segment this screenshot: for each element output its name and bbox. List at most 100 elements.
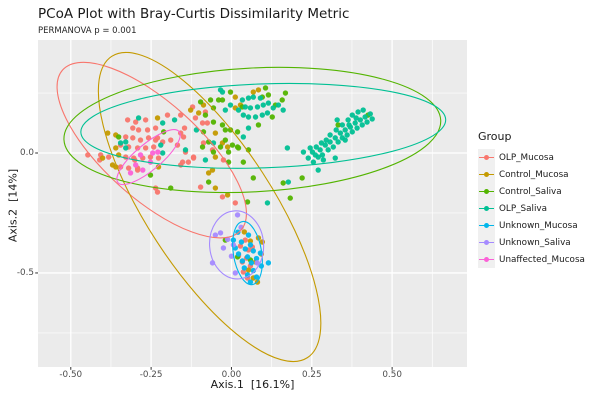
data-point-OLP_Mucosa [181,125,188,131]
data-point-OLP_Saliva [337,130,344,136]
data-point-OLP_Saliva [367,111,373,117]
data-point-OLP_Mucosa [123,134,129,140]
data-point-OLP_Saliva [364,119,370,125]
legend-key-dot [483,205,490,212]
data-point-Control_Mucosa [99,155,106,161]
confidence-ellipse-Unknown_Saliva [209,210,265,280]
data-point-OLP_Mucosa [192,115,199,121]
legend-key-icon [478,166,495,183]
data-point-Control_Saliva [229,142,236,148]
data-point-OLP_Mucosa [132,119,139,125]
x-tick-label: 0.00 [221,370,242,380]
data-point-OLP_Mucosa [204,120,211,126]
data-point-OLP_Saliva [245,95,252,101]
data-point-OLP_Saliva [245,114,252,120]
data-point-OLP_Saliva [335,139,341,145]
legend-key-icon [478,217,495,234]
chart-subtitle: PERMANOVA p = 0.001 [38,26,137,36]
data-point-Control_Saliva [279,97,285,103]
data-point-Unknown_Saliva [217,230,224,236]
legend-key-icon [478,200,495,217]
data-point-Control_Saliva [240,159,247,165]
data-point-OLP_Mucosa [219,194,226,200]
data-point-OLP_Saliva [310,159,317,165]
data-point-OLP_Mucosa [130,135,136,141]
data-point-OLP_Saliva [259,112,266,118]
data-point-OLP_Saliva [353,115,359,121]
data-point-Control_Mucosa [255,87,262,93]
data-point-OLP_Mucosa [130,125,136,131]
data-point-OLP_Saliva [159,150,166,156]
data-point-Control_Mucosa [224,144,231,150]
data-point-Control_Mucosa [209,167,216,173]
data-point-Control_Mucosa [232,94,239,100]
data-point-OLP_Saliva [305,155,311,161]
legend: Group OLP_Mucosa Control_Mucosa Control_Sa… [478,130,585,268]
data-point-Unknown_Mucosa [230,237,237,243]
data-point-OLP_Saliva [317,147,323,153]
data-point-OLP_Saliva [135,115,142,121]
data-point-OLP_Saliva [193,127,200,133]
data-point-Control_Saliva [147,172,154,178]
data-point-Control_Saliva [227,89,234,95]
data-point-OLP_Saliva [325,147,331,153]
data-point-Unknown_Mucosa [253,274,260,280]
data-point-OLP_Saliva [123,145,129,151]
data-point-Control_Saliva [262,85,269,91]
data-point-OLP_Saliva [123,139,129,145]
data-point-OLP_Mucosa [117,164,124,170]
data-point-OLP_Saliva [239,97,246,103]
legend-item-Unknown_Saliva: Unknown_Saliva [478,234,585,251]
legend-key-icon [478,251,495,268]
data-point-OLP_Saliva [355,109,361,115]
x-tick-label: -0.25 [139,370,163,380]
data-point-OLP_Saliva [330,144,337,150]
legend-key-dot [483,171,490,178]
data-point-OLP_Mucosa [152,137,159,143]
data-point-Unknown_Mucosa [242,246,248,252]
data-point-OLP_Saliva [159,120,166,126]
data-point-Control_Saliva [199,144,206,150]
data-point-Control_Mucosa [205,170,212,176]
data-point-OLP_Saliva [252,114,259,120]
data-point-OLP_Mucosa [240,269,247,275]
y-tick-label: -0.5 [16,267,34,278]
data-point-OLP_Saliva [318,140,325,146]
legend-key-dot [483,188,490,195]
data-point-OLP_Saliva [327,132,333,138]
data-point-OLP_Saliva [227,102,234,108]
data-point-Control_Mucosa [155,164,162,170]
data-point-Unknown_Mucosa [238,239,245,245]
data-point-Unknown_Saliva [212,232,219,238]
data-point-Control_Mucosa [224,192,231,198]
data-point-OLP_Saliva [307,145,313,151]
data-point-OLP_Mucosa [155,155,162,161]
data-point-Control_Saliva [197,99,204,105]
data-point-Unknown_Mucosa [253,255,260,262]
legend-item-OLP_Mucosa: OLP_Mucosa [478,149,585,166]
data-point-Control_Saliva [219,122,226,128]
data-point-OLP_Mucosa [164,112,171,118]
data-point-OLP_Mucosa [177,112,184,118]
legend-key-dot [483,256,490,263]
data-point-Unknown_Saliva [254,260,260,266]
plot-panel [38,40,467,367]
data-point-Unknown_Saliva [230,242,237,248]
data-point-Control_Mucosa [241,229,248,235]
data-point-Control_Saliva [217,144,224,150]
confidence-ellipse-OLP_Mucosa [56,61,247,239]
data-point-Control_Saliva [210,119,217,125]
data-point-OLP_Saliva [345,117,351,123]
data-point-OLP_Saliva [240,112,247,118]
legend-item-Unaffected_Mucosa: Unaffected_Mucosa [478,251,585,268]
data-point-Control_Saliva [202,112,209,118]
data-point-OLP_Mucosa [125,165,132,171]
data-point-Control_Mucosa [154,115,161,121]
data-point-Control_Saliva [210,149,217,155]
legend-title: Group [478,130,512,143]
data-point-Control_Mucosa [247,238,254,244]
data-point-OLP_Saliva [182,147,189,153]
data-point-Unknown_Mucosa [247,279,254,285]
data-point-OLP_Mucosa [237,243,244,249]
data-point-Control_Mucosa [187,107,194,113]
